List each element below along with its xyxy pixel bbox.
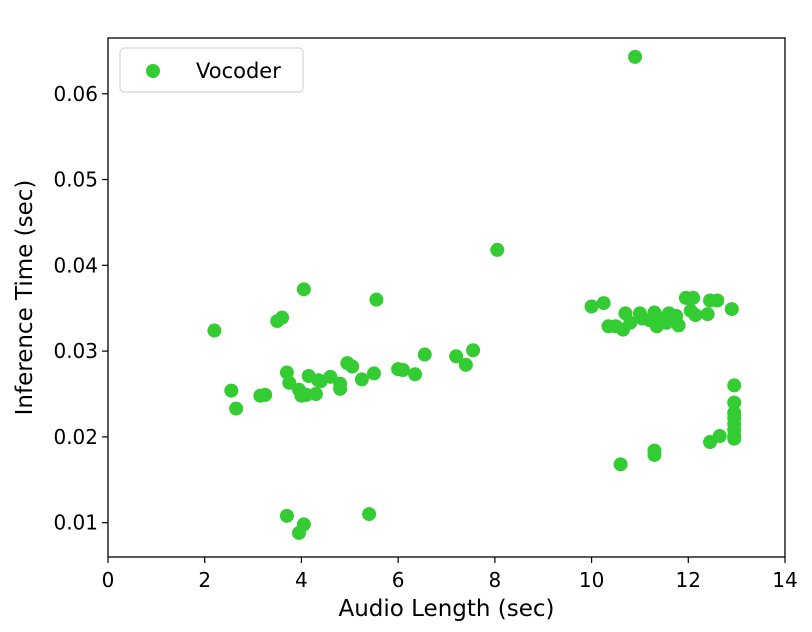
data-point <box>458 357 473 372</box>
data-point <box>417 347 432 362</box>
x-tick-label: 10 <box>579 568 604 592</box>
y-tick-label: 0.01 <box>53 511 98 535</box>
x-tick-label: 12 <box>676 568 701 592</box>
data-point <box>229 401 244 416</box>
data-point <box>354 372 369 387</box>
data-point <box>323 369 338 384</box>
data-point <box>596 296 611 311</box>
data-point <box>296 282 311 297</box>
data-point <box>258 387 273 402</box>
y-axis-ticks: 0.01 0.02 0.03 0.04 0.05 0.06 <box>53 82 108 535</box>
data-point <box>727 431 742 446</box>
data-point <box>279 508 294 523</box>
data-point <box>671 318 686 333</box>
data-point <box>466 343 481 358</box>
data-point <box>369 292 384 307</box>
y-axis-label: Inference Time (sec) <box>12 180 38 416</box>
y-tick-label: 0.04 <box>53 253 98 277</box>
legend: Vocoder <box>119 47 304 93</box>
data-point <box>686 290 701 305</box>
data-point <box>449 349 464 364</box>
data-point <box>296 517 311 532</box>
data-point <box>628 49 643 64</box>
data-point <box>613 457 628 472</box>
data-point <box>490 242 505 257</box>
x-axis-ticks: 0 2 4 6 8 10 12 14 <box>102 557 798 592</box>
data-point <box>584 299 599 314</box>
data-point <box>224 383 239 398</box>
plot-area-frame <box>107 37 786 558</box>
y-tick-label: 0.05 <box>53 168 98 192</box>
data-point <box>647 447 662 462</box>
data-point <box>727 395 742 410</box>
data-point <box>724 302 739 317</box>
data-point <box>700 307 715 322</box>
data-point <box>207 323 222 338</box>
x-axis-label: Audio Length (sec) <box>338 596 554 622</box>
x-tick-label: 2 <box>198 568 211 592</box>
points-layer <box>207 49 742 540</box>
x-tick-label: 8 <box>488 568 501 592</box>
data-point <box>408 367 423 382</box>
data-point <box>282 375 297 390</box>
data-point <box>275 310 290 325</box>
x-tick-label: 4 <box>295 568 308 592</box>
data-point <box>395 362 410 377</box>
data-point <box>308 387 323 402</box>
y-tick-label: 0.06 <box>53 82 98 106</box>
data-point <box>710 293 725 308</box>
y-tick-label: 0.03 <box>53 339 98 363</box>
x-tick-label: 0 <box>102 568 115 592</box>
legend-label-vocoder: Vocoder <box>196 59 281 83</box>
data-point <box>333 376 348 391</box>
data-point <box>623 315 638 330</box>
y-tick-label: 0.02 <box>53 425 98 449</box>
data-point <box>688 308 703 323</box>
data-point <box>712 429 727 444</box>
legend-box <box>119 47 304 93</box>
data-point <box>366 366 381 381</box>
data-point <box>362 507 377 522</box>
x-tick-label: 6 <box>392 568 405 592</box>
data-point <box>727 378 742 393</box>
legend-marker-vocoder <box>146 64 160 78</box>
x-tick-label: 14 <box>772 568 797 592</box>
data-point <box>345 359 360 374</box>
